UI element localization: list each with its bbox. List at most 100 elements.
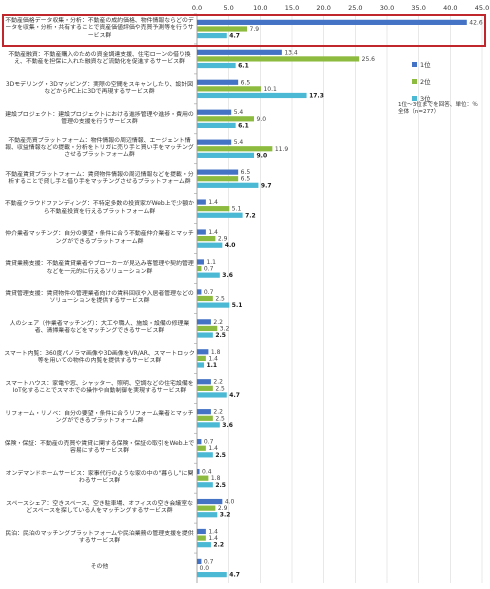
data-label: 1.4	[208, 199, 218, 206]
bar	[197, 86, 261, 92]
data-label: 4.7	[229, 392, 240, 399]
data-label: 9.0	[257, 152, 268, 159]
bar	[197, 32, 227, 39]
bar	[197, 272, 220, 278]
bar	[197, 439, 202, 445]
data-label: 1.1	[206, 259, 216, 266]
bar	[197, 302, 230, 308]
data-label: 6.5	[241, 176, 251, 183]
data-label: 5.1	[232, 206, 242, 213]
data-label: 4.0	[225, 242, 236, 249]
data-label: 1.4	[208, 528, 218, 535]
data-label: 7.9	[250, 26, 260, 33]
bar	[197, 385, 213, 391]
category-label: スペースシェア：空きスペース、空き駐車場、オフィスの空き会議室などスペースを探し…	[6, 500, 193, 515]
category-label: その他	[90, 564, 109, 571]
legend-label: 1位	[420, 60, 431, 69]
category-label: 賃貸管理支援：賃貸物件の管理業者向けの賃料回収や入居者管理などのソリューションを…	[5, 291, 194, 305]
bar	[197, 212, 243, 218]
x-tick-label: 30.0	[380, 4, 394, 12]
bar	[197, 332, 213, 338]
data-label: 5.4	[234, 139, 244, 146]
category-label: 不動産融資：不動産購入のための資金調達支援、住宅ローンの借り換え、不動産を担保に…	[8, 51, 191, 65]
legend-label: 3位	[420, 94, 431, 103]
data-label: 2.9	[218, 505, 228, 512]
bar	[197, 572, 227, 578]
bar	[197, 415, 213, 421]
bar	[197, 139, 232, 145]
data-label: 9.7	[261, 182, 272, 189]
bar	[197, 199, 206, 205]
data-label: 3.2	[220, 512, 231, 519]
category-label: 仲介業者マッチング：自分の要望・条件に合う不動産仲介業者とマッチングができるプラ…	[5, 231, 194, 245]
highlight-box	[2, 14, 486, 47]
category-label: リフォーム・リノベ：自分の要望・条件に合うリフォーム業者とマッチングができるプラ…	[5, 411, 194, 425]
x-tick-label: 15.0	[285, 4, 299, 12]
chart-note: 1位～3位までを回答、単位：％ 全体（n=277）	[398, 102, 484, 115]
bar	[197, 116, 254, 122]
data-label: 0.4	[202, 469, 212, 476]
data-label: 0.7	[204, 439, 214, 446]
data-label: 11.9	[275, 146, 289, 153]
data-label: 6.5	[241, 169, 251, 176]
bar	[197, 409, 211, 415]
data-label: 2.5	[215, 415, 225, 422]
bar	[197, 319, 211, 325]
legend-swatch	[412, 96, 417, 101]
x-tick-label: 35.0	[411, 4, 425, 12]
bar	[197, 295, 213, 302]
x-axis-ticks: 0.0 5.0 10.0 15.0 20.0 25.0 30.0 35.0 40.0 45.0	[192, 4, 489, 12]
legend: 1位 2位 3位	[412, 60, 431, 103]
data-label: 2.5	[215, 452, 226, 459]
data-label: 1.4	[208, 535, 218, 542]
x-tick-label: 0.0	[192, 4, 202, 12]
x-tick-label: 25.0	[348, 4, 362, 12]
x-tick-label: 5.0	[223, 4, 233, 12]
bar	[197, 236, 216, 242]
category-label: 人のシェア（作業者マッチング）：大工や職人、施設・設備の修理業者、清掃業者などを…	[9, 321, 190, 335]
bar	[197, 542, 211, 548]
bar	[197, 505, 216, 511]
bar	[197, 56, 360, 62]
data-label: 4.7	[229, 572, 240, 579]
bar	[197, 349, 209, 355]
bar	[197, 176, 239, 182]
legend-label: 2位	[420, 77, 431, 86]
bar	[197, 482, 213, 488]
bar	[197, 325, 218, 332]
data-label: 25.6	[362, 56, 376, 63]
bar	[197, 79, 239, 85]
bar	[197, 19, 467, 25]
bar	[197, 512, 218, 518]
bar	[197, 122, 236, 129]
bar	[197, 558, 202, 565]
data-label: 3.2	[220, 325, 230, 332]
category-label: 賃貸業務支援：不動産賃貸業者やブローカーが見込み客管理や契約管理などを一元的に行…	[5, 261, 194, 275]
category-label: 建設プロジェクト：建設プロジェクトにおける進捗管理や進捗・費用の管理の支援を行う…	[5, 111, 194, 125]
bar	[197, 422, 220, 428]
bar	[197, 535, 206, 541]
bar	[197, 146, 273, 152]
data-label: 1.4	[208, 445, 218, 452]
category-label: 不動産売買プラットフォーム：物件情報の周辺情報、エージェント情報、収益情報などの…	[5, 137, 194, 159]
data-label: 6.5	[241, 79, 251, 86]
bar	[197, 452, 213, 458]
bar	[197, 242, 223, 248]
data-label: 3.6	[222, 272, 233, 279]
bar	[197, 355, 206, 361]
data-label: 6.1	[238, 122, 249, 129]
bar	[197, 182, 259, 188]
data-label: 4.7	[229, 33, 240, 40]
data-label: 1.1	[206, 362, 217, 369]
legend-swatch	[412, 62, 417, 67]
data-label: 2.5	[215, 332, 226, 339]
x-tick-label: 10.0	[253, 4, 267, 12]
bar	[197, 528, 206, 535]
data-label: 1.8	[211, 349, 221, 356]
bar	[197, 49, 282, 55]
x-tick-label: 20.0	[316, 4, 330, 12]
bar	[197, 26, 248, 32]
data-label: 2.2	[213, 319, 223, 326]
data-label: 2.2	[213, 409, 223, 416]
